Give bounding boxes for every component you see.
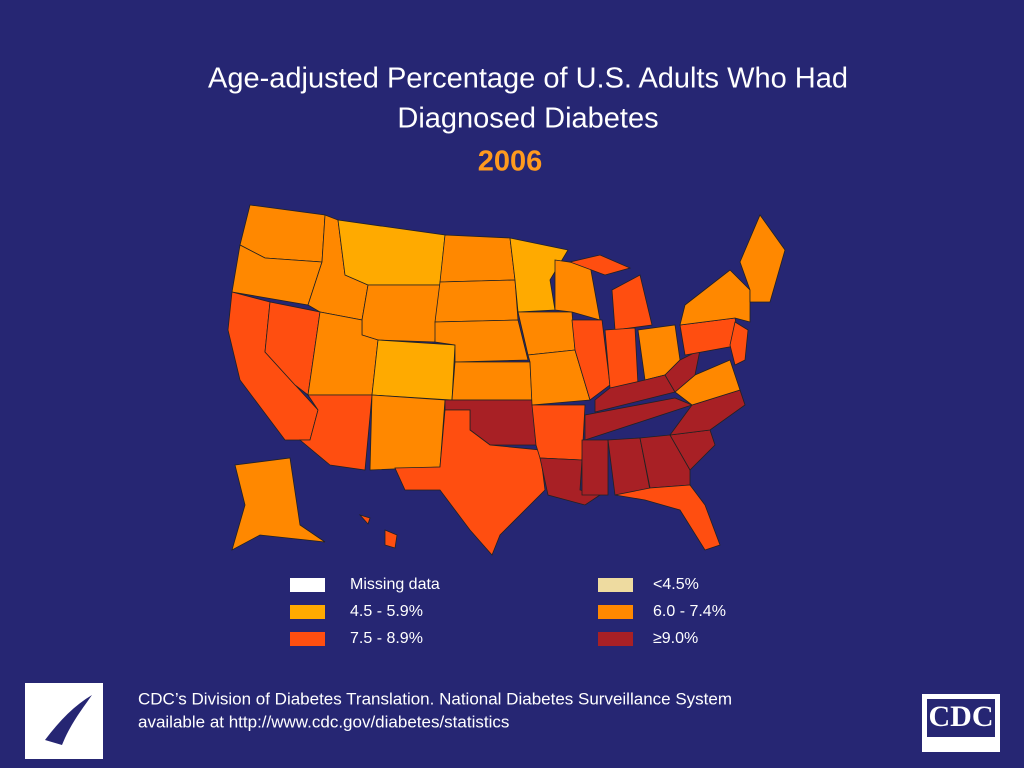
state xyxy=(568,254,632,276)
state xyxy=(439,234,516,283)
state xyxy=(384,529,398,549)
legend-label: 7.5 - 8.9% xyxy=(350,630,423,647)
state xyxy=(527,349,591,406)
title-line: Diagnosed Diabetes xyxy=(397,103,658,135)
us-map xyxy=(227,204,786,556)
state xyxy=(679,269,751,326)
state xyxy=(451,361,533,401)
state xyxy=(434,279,519,323)
state xyxy=(517,311,576,356)
state xyxy=(611,274,653,331)
legend-swatch xyxy=(290,578,325,592)
legend: Missing data <4.5% 4.5 - 5.9% 6.0 - 7.4% 7.5… xyxy=(290,576,726,647)
cdc-logo-text: CDC xyxy=(929,700,994,733)
footer-line: CDC’s Division of Diabetes Translation. … xyxy=(138,689,732,708)
state xyxy=(581,439,609,496)
legend-label: Missing data xyxy=(350,576,440,593)
state xyxy=(531,404,586,461)
footer-line: available at http://www.cdc.gov/diabetes… xyxy=(138,712,509,731)
legend-label: 6.0 - 7.4% xyxy=(653,603,726,620)
state xyxy=(614,484,721,551)
hhs-emblem xyxy=(45,695,92,745)
legend-swatch xyxy=(598,632,633,646)
title-line: Age-adjusted Percentage of U.S. Adults W… xyxy=(208,63,848,95)
state xyxy=(371,339,456,401)
legend-label: ≥9.0% xyxy=(653,630,698,647)
legend-label: <4.5% xyxy=(653,576,699,593)
state xyxy=(264,301,321,396)
year: 2006 xyxy=(478,146,543,178)
cdc-logo-box xyxy=(927,699,995,737)
state xyxy=(604,327,639,389)
state xyxy=(729,321,749,366)
state xyxy=(664,349,701,393)
legend-swatch xyxy=(290,605,325,619)
state xyxy=(739,214,786,303)
legend-label: 4.5 - 5.9% xyxy=(350,603,423,620)
legend-swatch xyxy=(598,605,633,619)
state xyxy=(361,284,441,343)
legend-swatch xyxy=(598,578,633,592)
state xyxy=(358,514,371,525)
state xyxy=(369,394,446,471)
state xyxy=(394,409,546,556)
state xyxy=(298,394,373,471)
state xyxy=(571,319,611,401)
state xyxy=(231,457,326,551)
legend-swatch xyxy=(290,632,325,646)
